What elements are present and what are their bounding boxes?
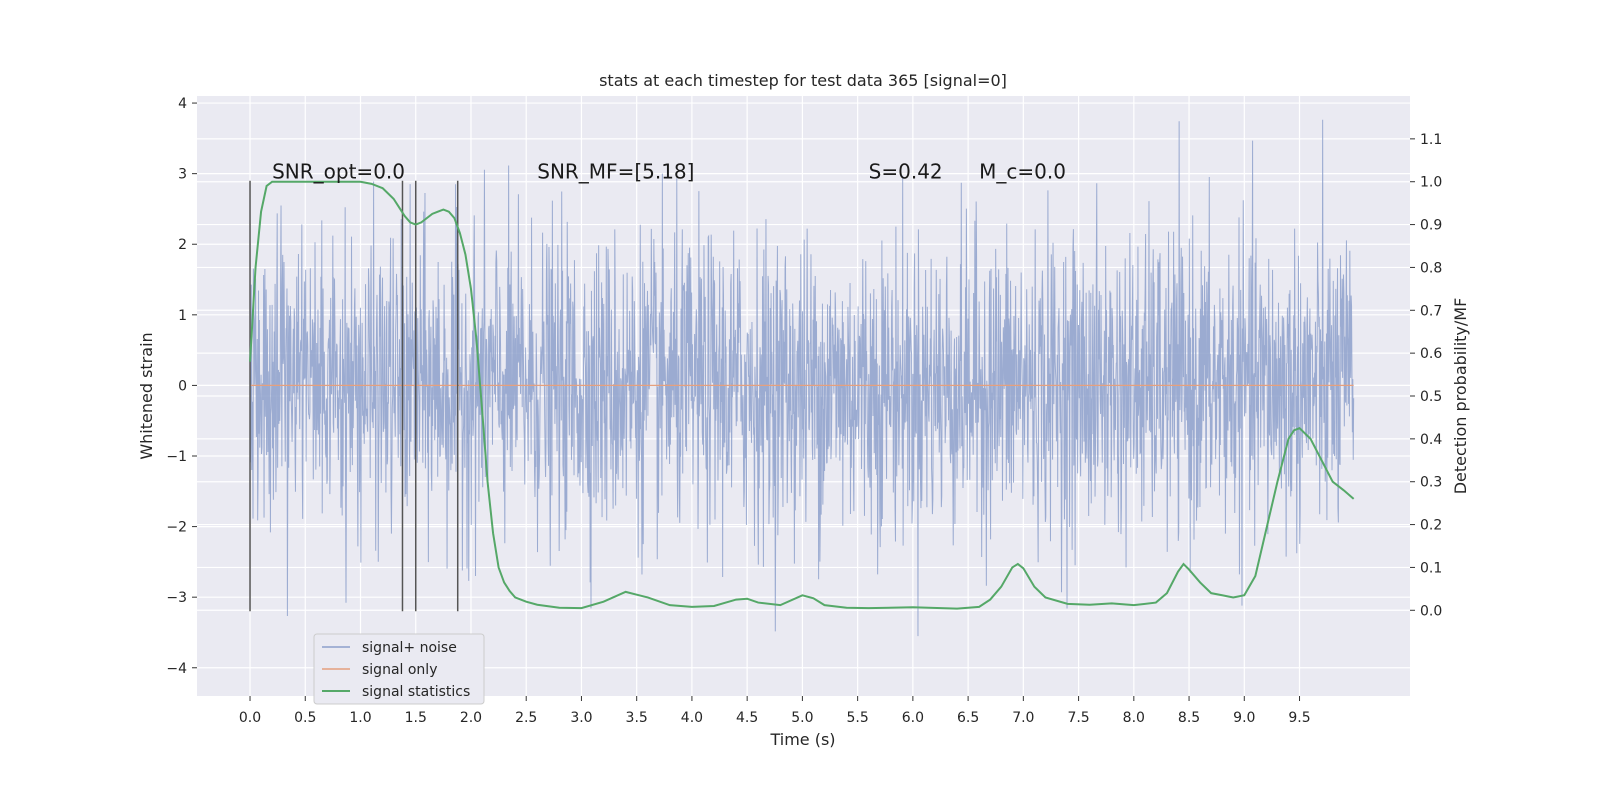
stats-line (249, 180, 1355, 610)
y2-tick-label: 0.9 (1420, 218, 1442, 234)
x-tick-label: 3.0 (570, 710, 592, 726)
x-tick-label: 4.0 (681, 710, 703, 726)
y-tick-label: 0 (178, 378, 187, 394)
x-tick-label: 8.0 (1123, 710, 1145, 726)
x-tick-label: 4.5 (736, 710, 758, 726)
y2-tick-label: 0.4 (1420, 432, 1442, 448)
y-tick-label: 3 (178, 167, 187, 183)
x-tick-label: 3.5 (626, 710, 648, 726)
x-tick-label: 0.0 (239, 710, 261, 726)
y-axis-label: Whitened strain (137, 332, 156, 459)
legend: signal+ noise signal only signal statist… (313, 633, 485, 705)
annotation-2: S=0.42 (869, 160, 943, 184)
x-tick-label: 7.0 (1012, 710, 1034, 726)
legend-item-signal-only: signal only (362, 662, 437, 678)
stats-series (249, 180, 1355, 610)
x-tick-label: 5.5 (846, 710, 868, 726)
x-tick-label: 9.5 (1288, 710, 1310, 726)
y2-tick-label: 0.1 (1420, 560, 1442, 576)
legend-item-noise: signal+ noise (362, 640, 457, 656)
x-tick-label: 5.0 (791, 710, 813, 726)
y-tick-label: −3 (166, 590, 187, 606)
annotations: SNR_opt=0.0 SNR_MF=[5.18] S=0.42 M_c=0.0 (272, 160, 1066, 184)
x-tick-label: 2.0 (460, 710, 482, 726)
y2-tick-label: 0.2 (1420, 518, 1442, 534)
x-tick-label: 2.5 (515, 710, 537, 726)
annotation-1: SNR_MF=[5.18] (537, 160, 694, 184)
x-tick-label: 1.5 (405, 710, 427, 726)
annotation-3: M_c=0.0 (979, 160, 1066, 184)
event-markers (249, 180, 459, 612)
y2-tick-label: 0.3 (1420, 475, 1442, 491)
x-tick-label: 6.0 (902, 710, 924, 726)
y2-tick-label: 0.7 (1420, 303, 1442, 319)
legend-item-stats: signal statistics (362, 684, 470, 700)
y-tick-label: −2 (166, 520, 187, 536)
y-axis-left: −4 −3 −2 −1 0 1 2 3 4 (166, 96, 197, 677)
noise-series (249, 119, 1355, 637)
y2-tick-label: 0.6 (1420, 346, 1442, 362)
chart-title: stats at each timestep for test data 365… (599, 71, 1007, 90)
x-tick-label: 7.5 (1067, 710, 1089, 726)
y2-axis-label: Detection probability/MF (1451, 298, 1470, 495)
y-tick-label: 1 (178, 308, 187, 324)
x-tick-label: 6.5 (957, 710, 979, 726)
x-tick-label: 1.0 (349, 710, 371, 726)
y-tick-label: 2 (178, 237, 187, 253)
y2-tick-label: 1.0 (1420, 175, 1442, 191)
y2-tick-label: 0.5 (1420, 389, 1442, 405)
x-tick-label: 9.0 (1233, 710, 1255, 726)
x-tick-label: 8.5 (1178, 710, 1200, 726)
y2-tick-label: 0.8 (1420, 260, 1442, 276)
y-tick-label: −1 (166, 449, 187, 465)
noise-line (249, 119, 1355, 637)
y-tick-label: 4 (178, 96, 187, 112)
legend-box (313, 633, 485, 705)
x-tick-label: 0.5 (294, 710, 316, 726)
y-tick-label: −4 (166, 661, 187, 677)
y2-tick-label: 1.1 (1420, 132, 1442, 148)
x-axis: 0.0 0.5 1.0 1.5 2.0 2.5 3.0 3.5 4.0 4.5 5.0 5.5 6.0 6… (239, 696, 1311, 726)
x-axis-label: Time (s) (769, 730, 835, 749)
y2-tick-label: 0.0 (1420, 603, 1442, 619)
annotation-0: SNR_opt=0.0 (272, 160, 405, 184)
y-axis-right: 0.0 0.1 0.2 0.3 0.4 0.5 0.6 0.7 0.8 0.9 1.0 1.1 (1410, 132, 1442, 619)
